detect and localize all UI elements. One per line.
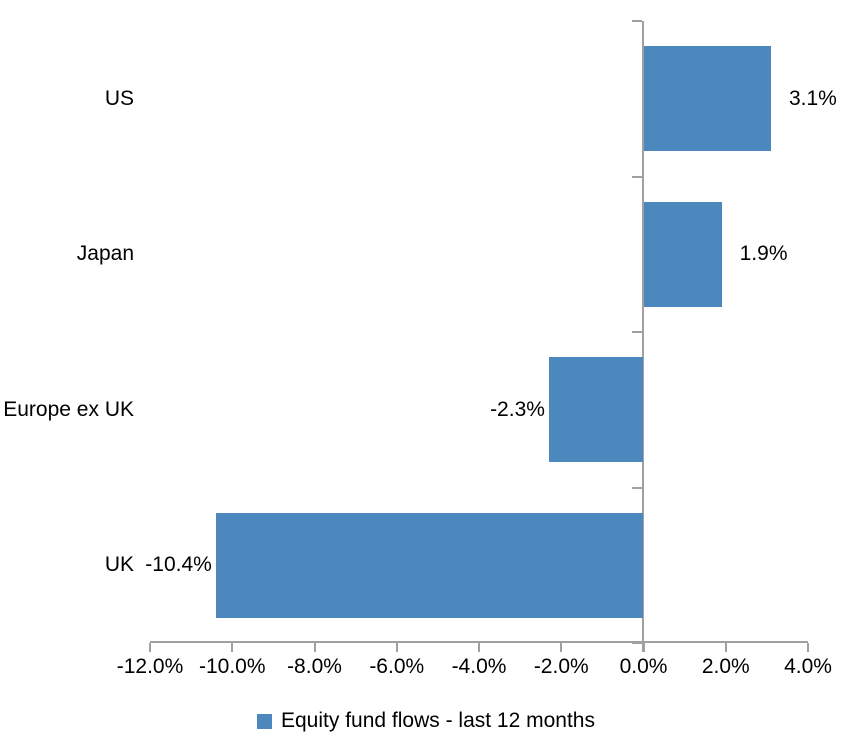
zero-axis-line [641, 21, 644, 652]
bar-japan [643, 201, 722, 307]
legend-marker-icon [257, 713, 272, 729]
legend: Equity fund flows - last 12 months [0, 706, 852, 736]
value-label: 1.9% [739, 242, 788, 266]
x-tick-label: -2.0% [533, 655, 589, 678]
x-tick-label: 4.0% [784, 655, 832, 678]
x-tick-label: -8.0% [287, 655, 342, 678]
category-tick-mark [631, 175, 642, 178]
x-tick-label: -10.0% [198, 655, 266, 678]
x-tick-mark [807, 643, 809, 652]
value-label: -2.3% [490, 397, 545, 421]
x-tick-label: 0.0% [619, 655, 668, 678]
category-tick-mark [631, 486, 642, 489]
x-tick-mark [395, 643, 398, 652]
x-tick-mark [642, 643, 645, 652]
x-tick-mark [560, 643, 563, 652]
category-label: Europe ex UK [3, 397, 134, 421]
x-tick-mark [478, 643, 480, 652]
x-tick-label: -4.0% [451, 655, 507, 678]
x-tick-mark [149, 643, 151, 652]
x-axis-line [150, 641, 808, 643]
bar-uk [215, 512, 644, 618]
category-tick-mark [631, 20, 642, 22]
x-tick-mark [231, 643, 234, 652]
x-tick-mark [313, 643, 316, 652]
plot-area: -12.0% -10.0% -8.0% -6.0% -4.0% -2.0% 0.0% 2.0%… [3, 20, 837, 678]
value-label: -10.4% [145, 553, 212, 577]
category-label: UK [104, 553, 134, 577]
bar-europe-ex-uk [548, 357, 644, 463]
x-tick-mark [724, 643, 727, 652]
value-label: 3.1% [788, 86, 837, 110]
bar-us [643, 46, 771, 152]
x-tick-label: -6.0% [369, 655, 425, 678]
category-tick-mark [631, 642, 642, 644]
category-tick-mark [631, 331, 642, 333]
category-label: US [104, 86, 134, 110]
legend-label: Equity fund flows - last 12 months [281, 709, 595, 732]
x-tick-label: 2.0% [701, 655, 750, 678]
category-label: Japan [76, 242, 134, 266]
x-tick-label: -12.0% [116, 655, 184, 678]
